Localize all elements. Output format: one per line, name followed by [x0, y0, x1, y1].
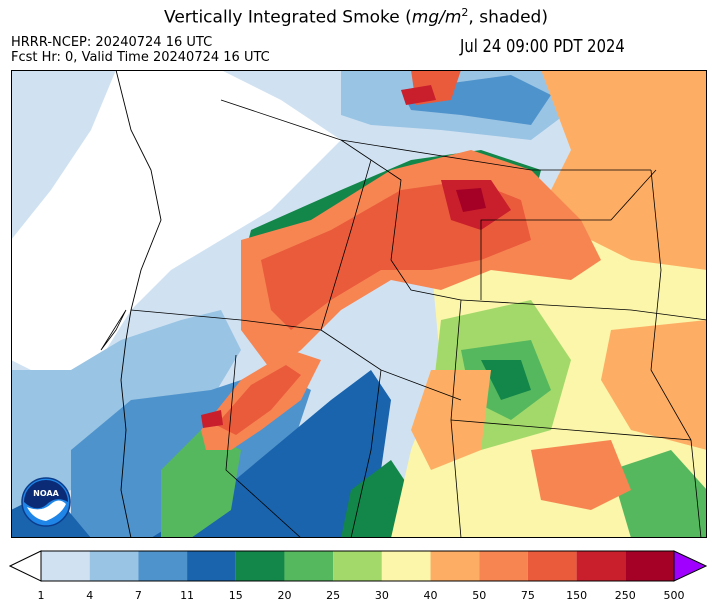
colorbar-segment	[430, 551, 480, 581]
map-title: Vertically Integrated Smoke (mg/m2, shad…	[164, 6, 548, 28]
colorbar-tick-label: 15	[228, 589, 243, 602]
clean-air-region	[11, 70, 341, 370]
smoke-map	[11, 70, 707, 538]
colorbar-segment	[187, 551, 236, 581]
colorbar-tick-label: 1	[37, 589, 45, 602]
colorbar-segment	[527, 551, 577, 581]
colorbar-tick-label: 50	[472, 589, 487, 602]
forecast-hour-label: Fcst Hr: 0, Valid Time 20240724 16 UTC	[11, 50, 270, 65]
noaa-logo-text: NOAA	[33, 489, 59, 498]
colorbar-tick-label: 250	[614, 589, 636, 602]
colorbar-segment	[625, 551, 674, 581]
colorbar-tick-label: 500	[663, 589, 685, 602]
colorbar-segment	[284, 551, 334, 581]
colorbar-tick-label: 150	[566, 589, 588, 602]
model-run-label: HRRR-NCEP: 20240724 16 UTC	[11, 35, 213, 50]
colorbar-segment	[333, 551, 382, 581]
colorbar-tick-label: 40	[423, 589, 438, 602]
colorbar-tick-label: 20	[277, 589, 292, 602]
colorbar	[9, 550, 707, 582]
colorbar-tick-label: 25	[326, 589, 341, 602]
colorbar-segment	[576, 551, 626, 581]
colorbar-min-arrow	[9, 550, 42, 582]
colorbar-segment	[479, 551, 528, 581]
noaa-logo: NOAA	[21, 477, 71, 527]
colorbar-segment	[235, 551, 285, 581]
colorbar-segment	[381, 551, 431, 581]
colorbar-max-arrow	[673, 550, 707, 582]
colorbar-tick-label: 75	[520, 589, 535, 602]
colorbar-tick-label: 7	[134, 589, 142, 602]
colorbar-tick-label: 30	[374, 589, 389, 602]
colorbar-tick-label: 11	[180, 589, 195, 602]
run-info: HRRR-NCEP: 20240724 16 UTC Fcst Hr: 0, V…	[11, 35, 270, 65]
colorbar-segment	[89, 551, 139, 581]
colorbar-segment	[41, 551, 90, 581]
colorbar-segment	[138, 551, 188, 581]
valid-time-label: Jul 24 09:00 PDT 2024	[460, 36, 625, 57]
colorbar-tick-label: 4	[86, 589, 94, 602]
